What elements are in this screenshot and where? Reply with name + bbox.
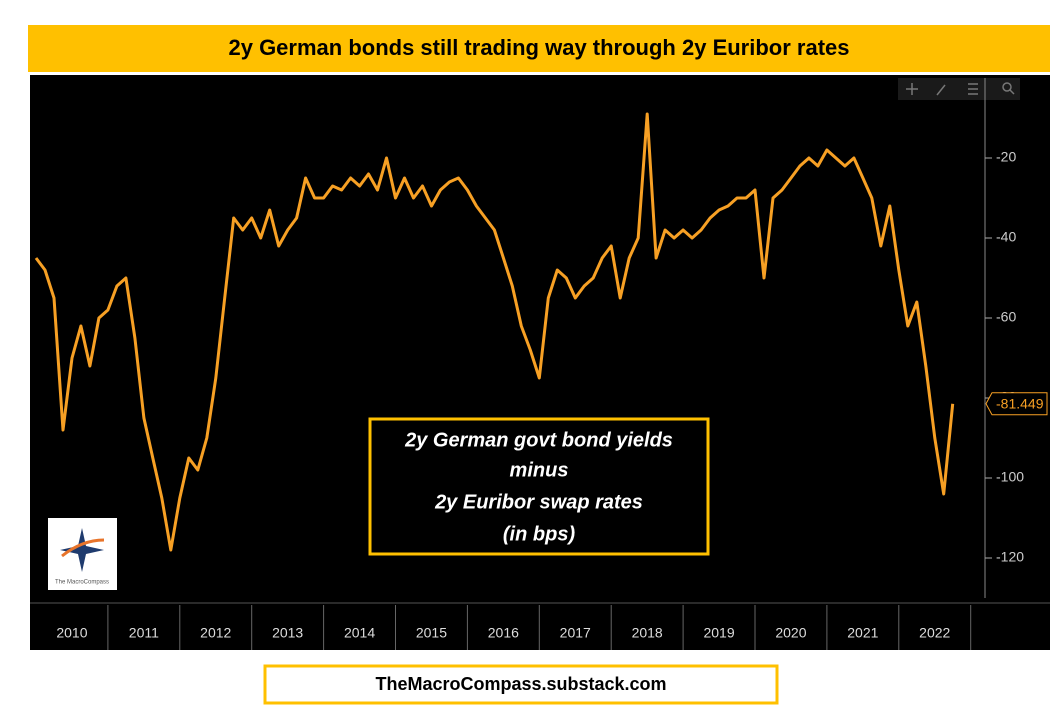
x-tick-label: 2020 — [775, 625, 806, 641]
line-series — [34, 112, 955, 552]
chart-title: 2y German bonds still trading way throug… — [228, 35, 849, 60]
footer: TheMacroCompass.substack.com — [375, 674, 666, 694]
x-tick-label: 2019 — [703, 625, 734, 641]
x-tick-label: 2011 — [129, 625, 159, 641]
x-tick-label: 2010 — [56, 625, 87, 641]
x-tick-label: 2013 — [272, 625, 303, 641]
logo-mark — [60, 528, 105, 572]
y-tick-label: -120 — [996, 549, 1024, 565]
y-tick-label: -40 — [996, 229, 1016, 245]
annotation-box — [368, 417, 710, 556]
x-tick-label: 2017 — [560, 625, 591, 641]
y-tick-label: -20 — [996, 149, 1016, 165]
annotation-line: 2y German govt bond yields — [404, 429, 673, 451]
x-tick-label: 2012 — [200, 625, 231, 641]
x-tick-label: 2021 — [847, 625, 878, 641]
y-tick-label: -100 — [996, 469, 1024, 485]
annotation-line: minus — [510, 459, 569, 481]
x-tick-label: 2016 — [488, 625, 519, 641]
footer-box — [263, 664, 779, 705]
last-value-tag — [985, 392, 1048, 416]
last-value-label: -81.449 — [996, 395, 1044, 411]
logo-text: The MacroCompass — [55, 580, 109, 586]
x-tick-label: 2015 — [416, 625, 447, 641]
title-bar — [28, 25, 1050, 72]
toolbar — [898, 78, 1020, 100]
annotation-line: 2y Euribor swap rates — [434, 491, 643, 513]
x-tick-label: 2018 — [632, 625, 663, 641]
annotation-line: (in bps) — [503, 523, 576, 545]
x-tick-label: 2014 — [344, 625, 375, 641]
x-tick-label: 2022 — [919, 625, 950, 641]
y-tick-label: -60 — [996, 309, 1016, 325]
